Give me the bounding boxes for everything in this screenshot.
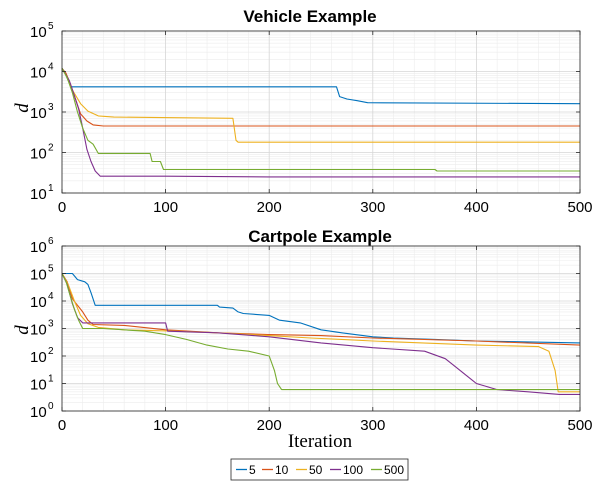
- x-tick-label: 200: [257, 199, 282, 216]
- x-tick-label: 0: [58, 199, 66, 216]
- y-tick-label-exponent: 5: [48, 264, 54, 275]
- plot-frame: [61, 245, 581, 412]
- x-tick-labels: 0 100 200 300 400 500: [58, 417, 593, 434]
- y-tick-label-exponent: 0: [48, 401, 54, 412]
- y-tick-label-exponent: 1: [48, 374, 54, 385]
- legend-label: 50: [309, 463, 323, 477]
- y-tick-label-exponent: 4: [48, 62, 54, 73]
- x-tick-label: 300: [360, 199, 385, 216]
- legend-item-5: 5: [236, 463, 256, 477]
- legend-item-10: 10: [262, 463, 289, 477]
- y-tick-label: 10: [30, 186, 47, 203]
- y-tick-label-exponent: 2: [48, 346, 54, 357]
- x-tick-label: 500: [567, 417, 592, 434]
- y-tick-label: 10: [30, 146, 47, 163]
- y-axis-label: d: [12, 325, 33, 335]
- chart-cartpole: Cartpole Example d Iteration 0 100 200 300 4…: [12, 227, 593, 452]
- y-axis-label: d: [12, 103, 33, 113]
- y-tick-label: 10: [30, 24, 47, 41]
- series-line-100: [61, 68, 580, 178]
- x-tick-label: 100: [153, 199, 178, 216]
- y-tick-label-exponent: 5: [48, 21, 54, 32]
- legend: 5 10 50 100 500: [230, 458, 409, 481]
- legend-box: [230, 458, 409, 481]
- chart-title: Vehicle Example: [243, 7, 376, 26]
- series-line-50: [61, 273, 580, 393]
- y-tick-label: 10: [30, 322, 47, 339]
- series-line-500: [61, 68, 580, 172]
- y-tick-label: 10: [30, 65, 47, 82]
- y-tick-label: 10: [30, 239, 47, 256]
- y-tick-label-exponent: 2: [48, 143, 54, 154]
- legend-label: 10: [275, 463, 289, 477]
- chart-title: Cartpole Example: [248, 227, 392, 246]
- x-tick-label: 300: [360, 417, 385, 434]
- y-tick-label: 10: [30, 267, 47, 284]
- y-tick-label: 10: [30, 404, 47, 421]
- x-tick-label: 500: [567, 199, 592, 216]
- series-line-5: [62, 272, 581, 344]
- x-tick-label: 0: [58, 417, 66, 434]
- y-tick-label-exponent: 6: [48, 236, 54, 247]
- legend-item-100: 100: [330, 463, 363, 477]
- y-tick-label-exponent: 4: [48, 291, 54, 302]
- y-tick-label: 10: [30, 377, 47, 394]
- y-tick-label: 10: [30, 105, 47, 122]
- x-tick-label: 400: [464, 417, 489, 434]
- series-line-100: [61, 273, 580, 395]
- plot-frame: [61, 30, 581, 194]
- y-tick-label-exponent: 3: [48, 102, 54, 113]
- y-tick-label: 10: [30, 349, 47, 366]
- grid: [61, 245, 581, 412]
- y-tick-label-exponent: 1: [48, 183, 54, 194]
- x-tick-label: 400: [464, 199, 489, 216]
- chart-vehicle: Vehicle Example d 0 100 200 300 400 500 10 110…: [12, 7, 593, 216]
- grid: [61, 30, 581, 194]
- legend-label: 5: [249, 463, 256, 477]
- series-line-500: [61, 273, 580, 391]
- legend-item-50: 50: [296, 463, 323, 477]
- y-tick-label-exponent: 3: [48, 319, 54, 330]
- series-group: [61, 272, 581, 395]
- legend-label: 100: [343, 463, 363, 477]
- x-tick-label: 100: [153, 417, 178, 434]
- legend-item-500: 500: [371, 463, 404, 477]
- series-line-50: [61, 68, 580, 143]
- legend-label: 500: [384, 463, 404, 477]
- x-axis-label: Iteration: [288, 431, 353, 452]
- y-tick-label: 10: [30, 294, 47, 311]
- series-group: [61, 67, 581, 178]
- x-tick-labels: 0 100 200 300 400 500: [58, 199, 593, 216]
- x-tick-label: 200: [257, 417, 282, 434]
